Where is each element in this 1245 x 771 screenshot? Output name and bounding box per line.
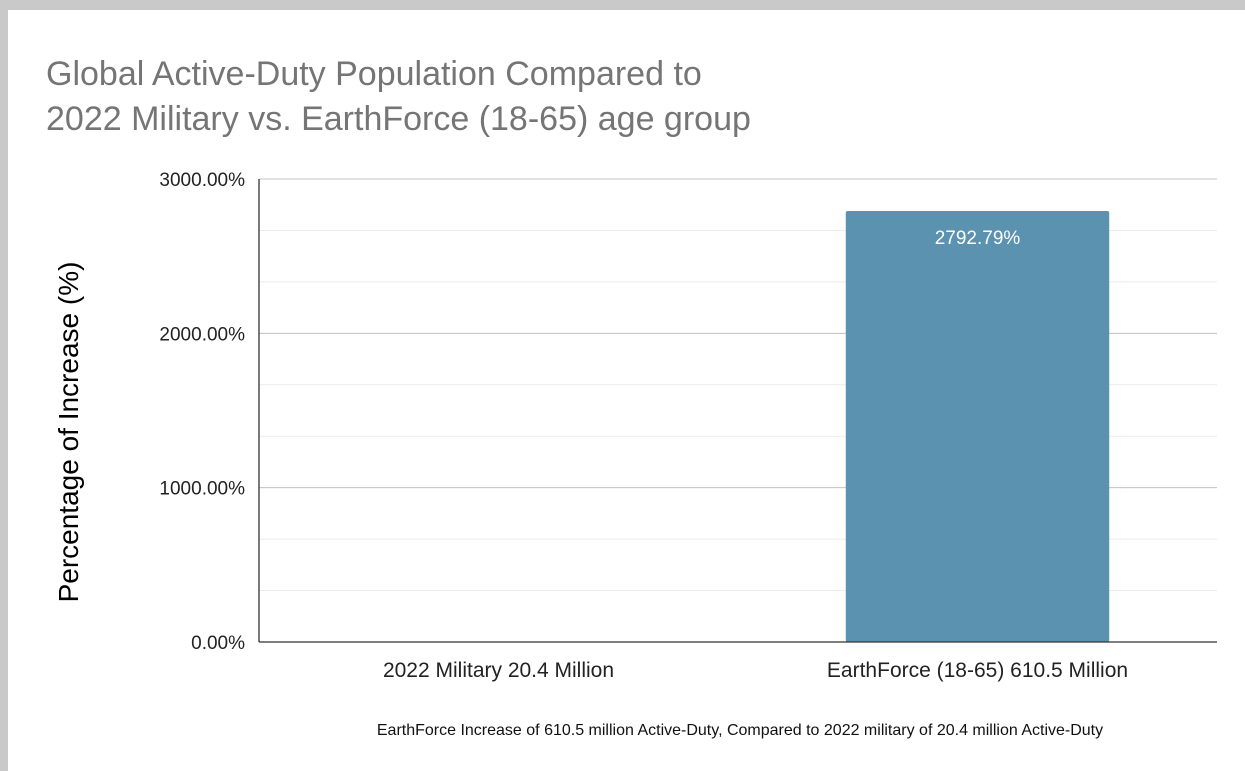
- bars: [845, 210, 1110, 642]
- y-tick-label: 1000.00%: [159, 479, 245, 500]
- x-tick-label: EarthForce (18-65) 610.5 Million: [827, 659, 1128, 682]
- bar: [845, 210, 1110, 642]
- y-tick-label: 3000.00%: [159, 170, 245, 191]
- y-tick-label: 2000.00%: [159, 324, 245, 345]
- axes: [258, 179, 1217, 643]
- x-tick-label: 2022 Military 20.4 Million: [383, 659, 614, 682]
- y-axis-label: Percentage of Increase (%): [53, 262, 84, 603]
- x-axis-label: EarthForce Increase of 610.5 million Act…: [377, 722, 1103, 739]
- chart-title: Global Active-Duty Population Compared t…: [46, 55, 751, 138]
- chart-frame: Global Active-Duty Population Compared t…: [8, 10, 1245, 771]
- bar-data-label: 2792.79%: [935, 228, 1021, 249]
- y-tick-label: 0.00%: [191, 633, 245, 654]
- chart-title-line-1: Global Active-Duty Population Compared t…: [46, 55, 702, 93]
- chart-title-line-2: 2022 Military vs. EarthForce (18-65) age…: [46, 100, 751, 138]
- tick-labels: 0.00% 1000.00% 2000.00% 3000.00% 2022 Milita…: [159, 170, 1128, 682]
- chart: Global Active-Duty Population Compared t…: [46, 55, 1217, 739]
